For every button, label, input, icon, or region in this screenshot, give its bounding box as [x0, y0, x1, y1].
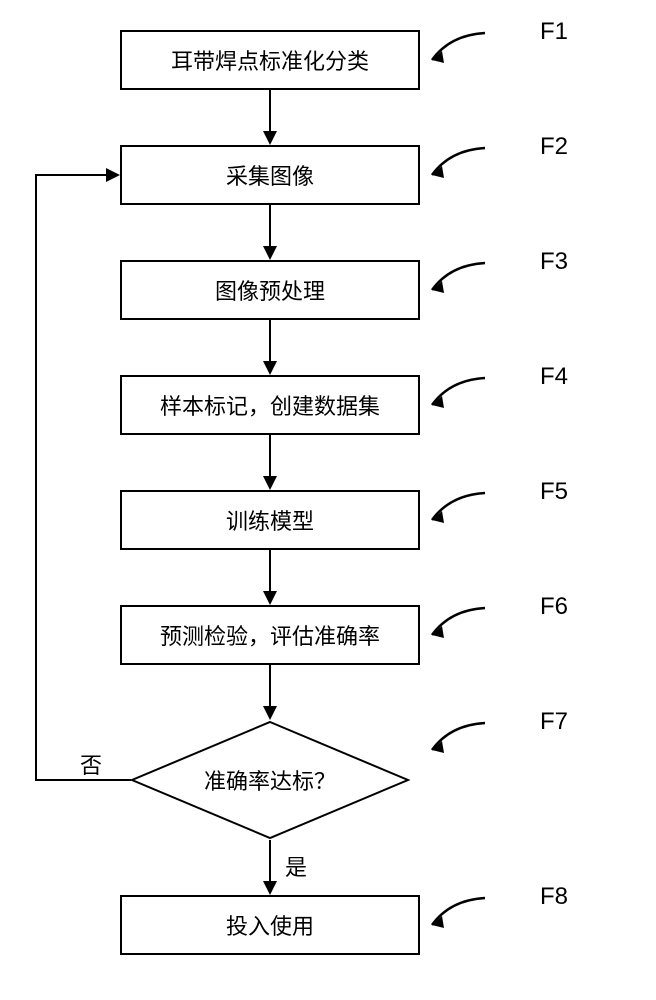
- node-label: 图像预处理: [215, 274, 325, 306]
- callout-f1: [430, 25, 490, 80]
- flowchart-node-f1: 耳带焊点标准化分类: [120, 30, 420, 90]
- node-label: 样本标记，创建数据集: [160, 389, 380, 421]
- flowchart-node-f3: 图像预处理: [120, 260, 420, 320]
- arrow-f5-f6: [269, 550, 271, 591]
- label-f4: F4: [540, 363, 568, 391]
- feedback-horiz1: [35, 779, 131, 781]
- label-f5: F5: [540, 478, 568, 506]
- label-f6: F6: [540, 593, 568, 621]
- label-f1: F1: [540, 18, 568, 46]
- node-label: 投入使用: [226, 909, 314, 941]
- node-label: 采集图像: [226, 159, 314, 191]
- feedback-arrowhead: [106, 168, 120, 182]
- node-label: 训练模型: [226, 504, 314, 536]
- feedback-horiz2: [35, 174, 106, 176]
- label-f2: F2: [540, 133, 568, 161]
- callout-f5: [430, 485, 490, 540]
- arrowhead-f3-f4: [263, 361, 277, 375]
- arrowhead-f1-f2: [263, 131, 277, 145]
- node-label: 准确率达标？: [204, 764, 336, 796]
- branch-yes-label: 是: [285, 850, 307, 882]
- node-label: 耳带焊点标准化分类: [171, 44, 369, 76]
- callout-f3: [430, 255, 490, 310]
- callout-f7: [430, 715, 490, 770]
- arrowhead-f7-f8: [263, 881, 277, 895]
- flowchart-container: 耳带焊点标准化分类 F1 采集图像 F2 图像预处理 F3 样本标记，创建数据集…: [0, 0, 656, 1000]
- arrowhead-f6-f7: [263, 706, 277, 720]
- arrowhead-f4-f5: [263, 476, 277, 490]
- arrow-f6-f7: [269, 665, 271, 706]
- arrow-f1-f2: [269, 90, 271, 131]
- node-label: 预测检验，评估准确率: [160, 619, 380, 651]
- arrow-f7-f8: [269, 840, 271, 881]
- flowchart-node-f4: 样本标记，创建数据集: [120, 375, 420, 435]
- label-f8: F8: [540, 883, 568, 911]
- flowchart-node-f2: 采集图像: [120, 145, 420, 205]
- arrow-f2-f3: [269, 205, 271, 246]
- arrowhead-f2-f3: [263, 246, 277, 260]
- arrow-f3-f4: [269, 320, 271, 361]
- flowchart-node-f6: 预测检验，评估准确率: [120, 605, 420, 665]
- flowchart-node-f7: 准确率达标？: [130, 720, 410, 840]
- callout-f8: [430, 890, 490, 945]
- callout-f2: [430, 140, 490, 195]
- flowchart-node-f5: 训练模型: [120, 490, 420, 550]
- callout-f6: [430, 600, 490, 655]
- label-f3: F3: [540, 248, 568, 276]
- feedback-vert: [35, 175, 37, 781]
- flowchart-node-f8: 投入使用: [120, 895, 420, 955]
- label-f7: F7: [540, 708, 568, 736]
- arrow-f4-f5: [269, 435, 271, 476]
- branch-no-label: 否: [80, 748, 102, 780]
- callout-f4: [430, 370, 490, 425]
- arrowhead-f5-f6: [263, 591, 277, 605]
